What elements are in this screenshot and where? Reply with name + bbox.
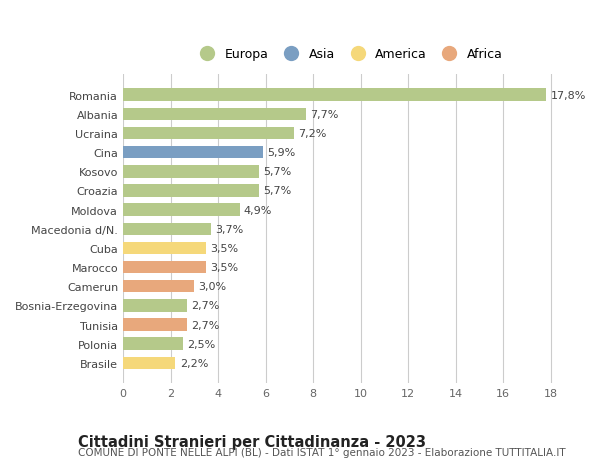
Text: 7,2%: 7,2% [298, 129, 327, 139]
Bar [123, 108, 306, 121]
Text: 3,5%: 3,5% [211, 243, 239, 253]
Bar [123, 146, 263, 159]
Legend: Europa, Asia, America, Africa: Europa, Asia, America, Africa [190, 43, 508, 66]
Bar [123, 223, 211, 235]
Bar [123, 185, 259, 197]
Text: 3,5%: 3,5% [211, 263, 239, 273]
Text: 7,7%: 7,7% [310, 110, 339, 119]
Bar [123, 338, 182, 350]
Bar [123, 242, 206, 255]
Text: 2,2%: 2,2% [179, 358, 208, 368]
Text: 2,7%: 2,7% [191, 320, 220, 330]
Bar [123, 166, 259, 178]
Text: COMUNE DI PONTE NELLE ALPI (BL) - Dati ISTAT 1° gennaio 2023 - Elaborazione TUTT: COMUNE DI PONTE NELLE ALPI (BL) - Dati I… [78, 448, 566, 458]
Text: 2,7%: 2,7% [191, 301, 220, 311]
Text: 3,7%: 3,7% [215, 224, 244, 234]
Text: 3,0%: 3,0% [199, 282, 227, 291]
Bar [123, 319, 187, 331]
Text: 4,9%: 4,9% [244, 205, 272, 215]
Text: 2,5%: 2,5% [187, 339, 215, 349]
Text: Cittadini Stranieri per Cittadinanza - 2023: Cittadini Stranieri per Cittadinanza - 2… [78, 434, 426, 449]
Bar [123, 128, 294, 140]
Text: 5,7%: 5,7% [263, 186, 291, 196]
Text: 5,7%: 5,7% [263, 167, 291, 177]
Bar [123, 300, 187, 312]
Text: 5,9%: 5,9% [268, 148, 296, 158]
Bar [123, 204, 239, 216]
Text: 17,8%: 17,8% [550, 90, 586, 101]
Bar [123, 89, 546, 101]
Bar [123, 280, 194, 293]
Bar [123, 261, 206, 274]
Bar [123, 357, 175, 369]
